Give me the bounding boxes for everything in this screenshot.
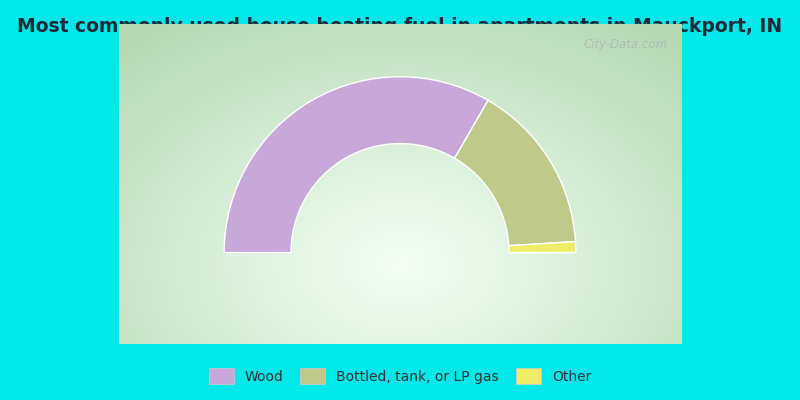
Wedge shape xyxy=(224,77,488,252)
Legend: Wood, Bottled, tank, or LP gas, Other: Wood, Bottled, tank, or LP gas, Other xyxy=(209,368,591,384)
Text: City-Data.com: City-Data.com xyxy=(583,38,667,51)
Wedge shape xyxy=(454,100,575,246)
Wedge shape xyxy=(509,242,576,252)
Text: Most commonly used house heating fuel in apartments in Mauckport, IN: Most commonly used house heating fuel in… xyxy=(18,17,782,36)
